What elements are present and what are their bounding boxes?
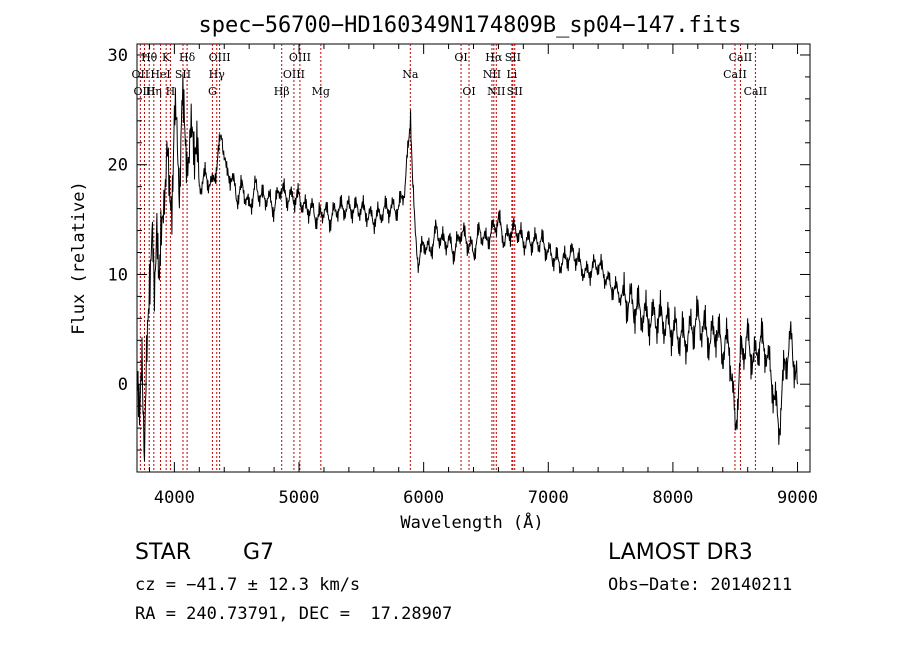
line-label-21: G — [208, 85, 217, 98]
survey-name: LAMOST DR3 — [608, 540, 753, 565]
line-label-15: NII — [483, 68, 501, 81]
line-label-27: CaII — [744, 85, 768, 98]
line-label-7: SII — [505, 51, 521, 64]
spectrum-chart: spec−56700−HD160349N174809B_sp04−147.fit… — [0, 0, 900, 540]
line-label-17: CaII — [723, 68, 747, 81]
x-tick-label: 7000 — [528, 488, 569, 508]
line-label-10: HeI — [150, 68, 170, 81]
line-label-3: OIII — [209, 51, 231, 64]
line-label-14: Na — [402, 68, 419, 81]
line-label-19: Hη — [146, 85, 162, 98]
line-label-16: Li — [506, 68, 517, 81]
observation-date: Obs−Date: 20140211 — [608, 575, 792, 595]
y-axis-label: Flux (relative) — [69, 181, 89, 335]
x-tick-label: 9000 — [777, 488, 818, 508]
y-tick-label: 20 — [108, 156, 128, 176]
x-tick-label: 4000 — [154, 488, 195, 508]
line-label-4: OIII — [289, 51, 311, 64]
spectral-line-markers — [140, 44, 755, 472]
x-tick-label: 6000 — [403, 488, 444, 508]
line-label-8: CaII — [729, 51, 753, 64]
redshift-readout: cz = −41.7 ± 12.3 km/s — [135, 575, 360, 595]
y-tick-label: 10 — [108, 265, 128, 285]
line-label-1: K — [162, 51, 171, 64]
line-label-22: Hβ — [274, 85, 290, 98]
object-subclass: G7 — [243, 540, 274, 565]
line-label-26: SII — [507, 85, 523, 98]
x-axis-label: Wavelength (Å) — [400, 511, 543, 533]
object-class: STAR — [135, 540, 191, 565]
x-axis: 4000 5000 6000 7000 8000 9000 — [149, 44, 818, 508]
coordinates-readout: RA = 240.73791, DEC = 17.28907 — [135, 604, 452, 624]
x-tick-label: 5000 — [279, 488, 320, 508]
line-label-0: Hθ — [141, 51, 158, 64]
y-tick-label: 30 — [108, 46, 128, 66]
x-tick-label: 8000 — [652, 488, 693, 508]
plot-frame — [137, 44, 810, 472]
flux-series-line — [137, 74, 798, 461]
line-label-5: OI — [454, 51, 467, 64]
line-label-9: OII — [132, 68, 150, 81]
line-label-25: NII — [487, 85, 505, 98]
line-label-2: Hδ — [179, 51, 196, 64]
chart-title: spec−56700−HD160349N174809B_sp04−147.fit… — [198, 13, 741, 38]
line-label-6: Hα — [485, 51, 503, 64]
line-label-23: Mg — [312, 85, 330, 98]
line-label-20: H — [166, 85, 176, 98]
line-label-24: OI — [462, 85, 475, 98]
line-label-12: Hγ — [209, 68, 226, 81]
y-tick-label: 0 — [118, 375, 128, 395]
line-label-13: OIII — [283, 68, 305, 81]
